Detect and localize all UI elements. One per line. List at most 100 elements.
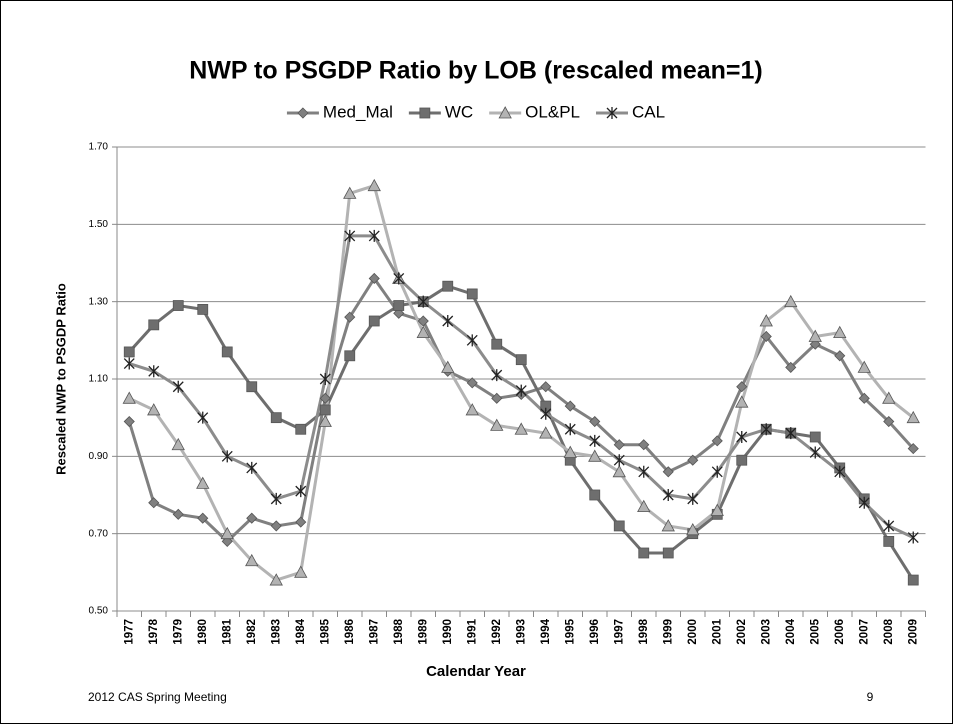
data-point [736,381,748,393]
data-point [687,492,699,505]
data-point [171,437,185,451]
data-point [613,520,625,532]
data-point [245,553,259,567]
data-point [784,294,798,308]
data-point [123,357,135,370]
y-tick-label: 1.10 [89,374,109,385]
footer-text: 2012 CAS Spring Meeting [88,690,227,704]
data-point [564,423,576,436]
data-point [246,381,258,393]
data-point [270,412,282,424]
data-point [760,423,772,436]
data-point [613,439,625,451]
x-tick-label: 1977 [123,619,135,645]
x-tick-label: 1988 [393,618,405,644]
data-point [514,422,528,435]
x-tick-label: 1994 [540,618,552,644]
data-point [221,346,233,358]
x-tick-label: 2000 [687,619,699,645]
data-point [662,489,674,501]
legend-label: WC [445,102,473,121]
x-tick-label: 1979 [172,619,184,645]
data-point [319,392,331,404]
data-point [834,465,846,478]
legend-marker [419,107,431,119]
data-point [833,325,847,339]
data-point [809,446,821,459]
y-tick-label: 1.50 [89,219,109,230]
x-tick-label: 1991 [466,618,478,644]
y-tick-label: 1.30 [89,296,109,307]
data-point [759,314,773,327]
data-point [197,303,209,315]
x-axis-title: Calendar Year [426,663,526,680]
data-point [491,338,503,350]
legend-label: CAL [632,102,665,121]
data-point [294,565,308,578]
data-point [417,295,429,308]
data-point [883,415,895,428]
data-point [785,361,797,373]
x-tick-label: 1990 [442,619,454,645]
data-point [736,454,748,466]
data-point [539,426,553,439]
data-point [736,431,748,443]
data-point [588,449,602,462]
data-point [368,229,380,242]
data-point [270,520,282,532]
page-number: 9 [867,690,874,704]
data-point [172,300,184,311]
data-point [466,377,478,389]
data-point [491,369,503,382]
data-point [589,489,601,501]
x-tick-label: 2001 [711,618,723,644]
data-point [220,526,234,540]
data-point [760,330,772,343]
data-point [441,360,455,373]
x-tick-label: 1984 [295,618,307,644]
data-point [491,392,503,404]
data-point [637,499,651,513]
x-tick-label: 1985 [319,618,331,644]
data-point [809,431,821,443]
x-tick-label: 1997 [613,619,625,645]
data-point [465,403,479,416]
data-point [589,434,601,447]
data-point [711,465,723,478]
data-point [515,384,527,397]
data-point [563,445,577,458]
data-point [613,454,625,467]
data-point [295,423,307,435]
data-point [221,450,233,463]
data-point [319,373,331,385]
data-point [197,512,209,524]
data-point [197,411,209,424]
y-tick-label: 0.70 [89,528,109,539]
y-tick-label: 0.90 [89,451,109,462]
data-point [882,391,896,404]
data-point [148,319,160,331]
data-point [735,395,749,408]
legend-label: Med_Mal [323,102,393,121]
data-point [368,315,380,327]
data-point [907,531,919,544]
x-tick-label: 1996 [589,619,601,645]
data-point [711,435,723,447]
data-point [148,365,160,378]
data-point [686,522,700,536]
data-point [785,427,797,440]
data-point [442,280,454,292]
data-point [344,311,356,323]
data-point [442,315,454,327]
data-point [367,178,381,192]
x-tick-label: 1998 [638,618,650,644]
data-point [883,536,895,547]
data-point [393,300,405,311]
data-point [857,360,871,373]
data-point [270,492,282,505]
x-tick-label: 1999 [662,619,674,645]
x-tick-label: 2006 [834,619,846,645]
data-point [858,496,870,509]
